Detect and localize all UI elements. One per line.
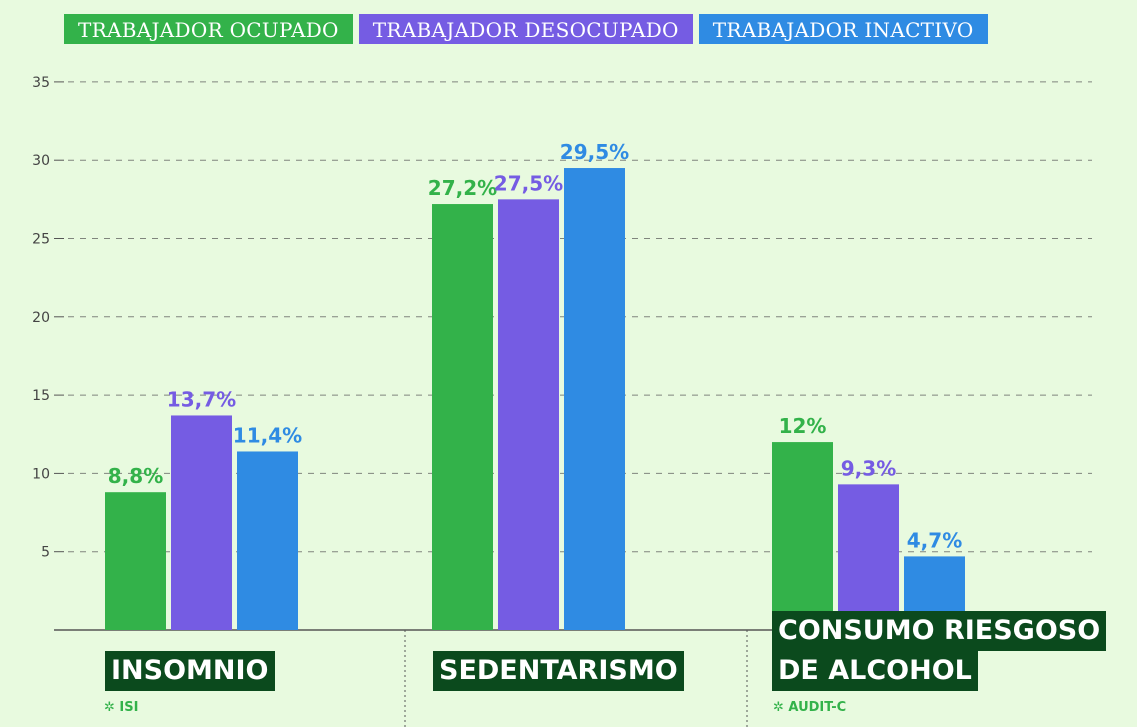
data-label: 4,7% [907, 528, 962, 552]
y-tick-label: 10 [32, 466, 50, 482]
category-label-consumo-line1: CONSUMO RIESGOSO [772, 611, 1107, 651]
legend-item-desocupado: TRABAJADOR DESOCUPADO [358, 14, 693, 44]
data-label: 11,4% [233, 423, 302, 447]
data-label: 27,5% [494, 171, 563, 195]
category-label-text: SEDENTARISMO [439, 655, 678, 686]
data-label: 29,5% [560, 140, 629, 164]
bar [838, 484, 899, 630]
y-tick-label: 25 [32, 232, 50, 248]
bar [498, 199, 559, 630]
category-label-sedentarismo: SEDENTARISMO [433, 651, 684, 691]
bar [772, 442, 833, 630]
category-note-alcohol: ✲ AUDIT-C [773, 700, 847, 715]
y-tick-label: 35 [32, 75, 50, 91]
bar [237, 451, 298, 630]
y-tick-label: 5 [41, 545, 50, 561]
bar [171, 415, 232, 630]
category-label-text: CONSUMO RIESGOSO [778, 615, 1101, 646]
data-label: 12% [779, 414, 827, 438]
bar [564, 168, 625, 630]
category-label-text: INSOMNIO [111, 655, 269, 686]
legend: TRABAJADOR OCUPADO TRABAJADOR DESOCUPADO… [64, 14, 988, 44]
y-tick-label: 15 [32, 388, 50, 404]
y-tick-label: 30 [32, 153, 50, 169]
y-tick-label: 20 [32, 310, 50, 326]
category-label-consumo-line2: DE ALCOHOL [772, 651, 978, 691]
category-label-text: DE ALCOHOL [778, 655, 972, 686]
legend-item-ocupado: TRABAJADOR OCUPADO [64, 14, 353, 44]
data-label: 27,2% [428, 176, 497, 200]
data-label: 9,3% [841, 456, 896, 480]
category-note-insomnio: ✲ ISI [104, 700, 139, 715]
data-label: 8,8% [108, 464, 163, 488]
category-label-insomnio: INSOMNIO [105, 651, 275, 691]
bar [105, 492, 166, 630]
legend-item-inactivo: TRABAJADOR INACTIVO [698, 14, 988, 44]
bar [432, 204, 493, 630]
data-label: 13,7% [167, 387, 236, 411]
